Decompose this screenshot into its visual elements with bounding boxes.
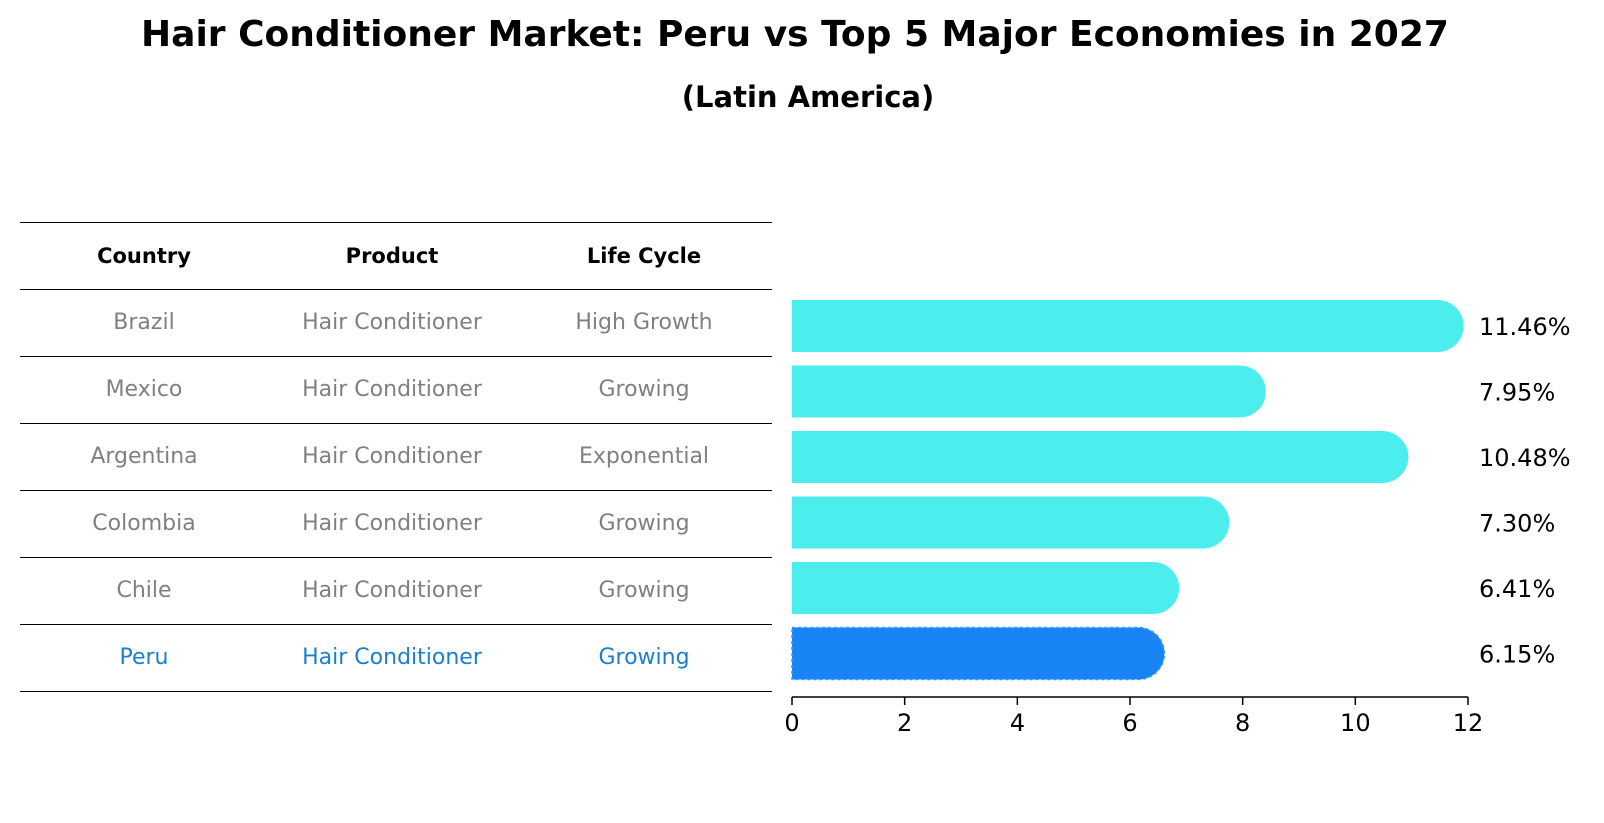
value-label: 11.46% xyxy=(1479,313,1571,341)
product-cell: Hair Conditioner xyxy=(302,645,482,670)
product-cell: Hair Conditioner xyxy=(302,310,482,335)
life-cycle-cell: Growing xyxy=(598,645,690,670)
table-row: Colombia Hair Conditioner Growing xyxy=(20,490,772,557)
product-cell: Hair Conditioner xyxy=(302,444,482,469)
header-country: Country xyxy=(97,244,191,268)
table-row: Chile Hair Conditioner Growing xyxy=(20,557,772,624)
product-cell: Hair Conditioner xyxy=(302,511,482,536)
bar-argentina xyxy=(792,431,1409,483)
table-row: Mexico Hair Conditioner Growing xyxy=(20,356,772,423)
value-label: 6.15% xyxy=(1479,641,1555,669)
value-label: 7.95% xyxy=(1479,379,1555,407)
country-cell: Colombia xyxy=(92,511,196,536)
country-cell: Argentina xyxy=(90,444,198,469)
bar-chile xyxy=(792,562,1180,614)
value-label: 10.48% xyxy=(1479,444,1571,472)
x-tick-label: 8 xyxy=(1235,709,1250,737)
country-cell: Peru xyxy=(119,645,169,670)
chart-subtitle: (Latin America) xyxy=(681,80,935,114)
header-product: Product xyxy=(345,244,439,268)
value-label: 7.30% xyxy=(1479,510,1555,538)
table-row-highlighted: Peru Hair Conditioner Growing xyxy=(20,624,772,692)
life-cycle-cell: Growing xyxy=(598,511,690,536)
table-row: Argentina Hair Conditioner Exponential xyxy=(20,423,772,490)
bar-peru xyxy=(791,626,1166,681)
bar-mexico xyxy=(792,365,1266,418)
x-tick-label: 12 xyxy=(1453,709,1484,737)
life-cycle-cell: Growing xyxy=(598,578,690,603)
x-tick-label: 0 xyxy=(784,709,799,737)
data-table: Country Product Life Cycle Brazil Hair C… xyxy=(20,222,772,692)
country-cell: Brazil xyxy=(113,310,175,335)
country-cell: Chile xyxy=(116,578,172,603)
life-cycle-cell: Growing xyxy=(598,377,690,402)
life-cycle-cell: High Growth xyxy=(575,310,713,335)
bar-colombia xyxy=(792,496,1230,549)
product-cell: Hair Conditioner xyxy=(302,578,482,603)
product-cell: Hair Conditioner xyxy=(302,377,482,402)
table-header-row: Country Product Life Cycle xyxy=(20,222,772,289)
x-tick-label: 2 xyxy=(897,709,912,737)
x-tick-label: 10 xyxy=(1340,709,1371,737)
bar-brazil xyxy=(792,300,1464,352)
table-row: Brazil Hair Conditioner High Growth xyxy=(20,289,772,356)
value-label: 6.41% xyxy=(1479,575,1555,603)
x-tick-label: 6 xyxy=(1122,709,1137,737)
chart-title: Hair Conditioner Market: Peru vs Top 5 M… xyxy=(141,14,1449,55)
life-cycle-cell: Exponential xyxy=(578,444,710,469)
x-tick-label: 4 xyxy=(1010,709,1025,737)
country-cell: Mexico xyxy=(105,377,183,402)
header-life-cycle: Life Cycle xyxy=(586,244,702,268)
